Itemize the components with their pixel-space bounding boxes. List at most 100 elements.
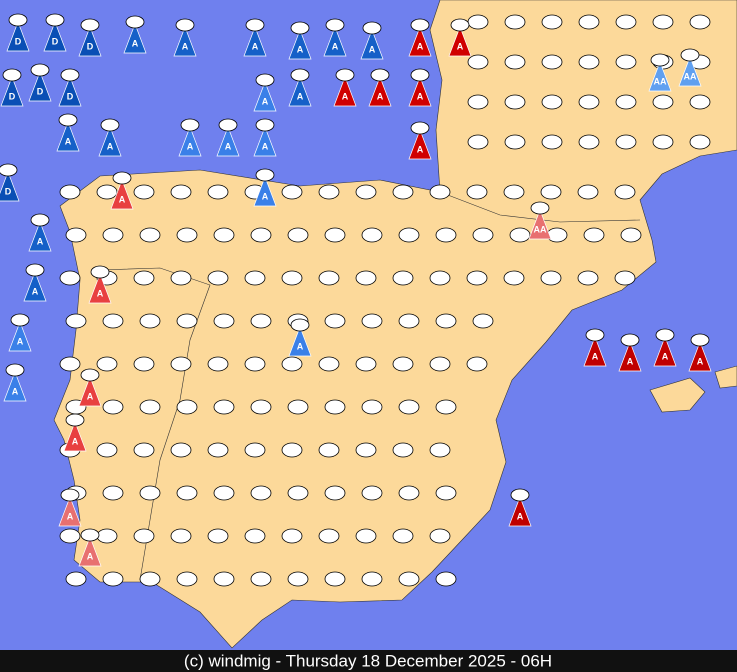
station	[281, 270, 303, 286]
station	[466, 356, 488, 372]
wind-arrow	[58, 496, 82, 527]
station	[281, 184, 303, 200]
wind-label: A	[12, 386, 19, 396]
wind-label: A	[592, 351, 599, 361]
station	[244, 356, 266, 372]
station	[139, 571, 161, 587]
station	[207, 356, 229, 372]
border	[439, 191, 641, 223]
station	[680, 48, 700, 62]
station	[65, 313, 87, 329]
wind-arrow	[360, 29, 384, 60]
station	[250, 485, 272, 501]
wind-arrow	[288, 76, 312, 107]
station	[615, 54, 637, 70]
station	[213, 227, 235, 243]
station	[170, 270, 192, 286]
station	[398, 399, 420, 415]
wind-arrow	[28, 221, 52, 252]
station	[281, 442, 303, 458]
wind-arrow	[323, 26, 347, 57]
station	[80, 368, 100, 382]
station	[125, 15, 145, 29]
station	[615, 94, 637, 110]
wind-label: A	[457, 41, 464, 51]
wind-label: AA	[684, 71, 697, 81]
wind-arrow	[448, 26, 472, 57]
wind-label: A	[662, 351, 669, 361]
wind-label: A	[37, 236, 44, 246]
wind-label: A	[87, 551, 94, 561]
station	[133, 528, 155, 544]
station	[615, 134, 637, 150]
station	[102, 571, 124, 587]
wind-arrow	[653, 336, 677, 367]
station	[318, 356, 340, 372]
wind-label: A	[297, 341, 304, 351]
station	[10, 313, 30, 327]
station	[355, 528, 377, 544]
station	[398, 485, 420, 501]
station	[287, 399, 309, 415]
station	[244, 270, 266, 286]
wind-arrow	[123, 23, 147, 54]
station	[541, 134, 563, 150]
station	[250, 571, 272, 587]
station	[467, 54, 489, 70]
station	[60, 488, 80, 502]
station	[361, 227, 383, 243]
station	[361, 313, 383, 329]
station	[287, 227, 309, 243]
station	[176, 399, 198, 415]
wind-arrow	[253, 176, 277, 207]
station	[429, 528, 451, 544]
station	[102, 313, 124, 329]
wind-label: A	[417, 144, 424, 154]
wind-label: A	[369, 44, 376, 54]
station	[176, 227, 198, 243]
station	[207, 270, 229, 286]
station	[65, 227, 87, 243]
station	[175, 18, 195, 32]
station	[466, 184, 488, 200]
wind-arrow	[8, 321, 32, 352]
station	[510, 488, 530, 502]
station	[176, 571, 198, 587]
station	[255, 118, 275, 132]
station	[8, 13, 28, 27]
wind-label: A	[182, 41, 189, 51]
station	[355, 442, 377, 458]
wind-arrow	[253, 126, 277, 157]
wind-arrow	[648, 61, 672, 92]
wind-label: D	[15, 36, 22, 46]
wind-label: A	[32, 286, 39, 296]
wind-label: A	[417, 41, 424, 51]
station	[392, 270, 414, 286]
wind-label: A	[97, 288, 104, 298]
station	[244, 442, 266, 458]
station	[509, 227, 531, 243]
station	[690, 333, 710, 347]
station	[435, 399, 457, 415]
station	[689, 94, 711, 110]
station	[429, 442, 451, 458]
wind-arrow	[408, 76, 432, 107]
station	[652, 94, 674, 110]
station	[325, 18, 345, 32]
station	[614, 270, 636, 286]
wind-arrow	[253, 81, 277, 112]
wind-label: A	[262, 96, 269, 106]
station	[176, 485, 198, 501]
station	[541, 14, 563, 30]
station	[472, 227, 494, 243]
wind-label: A	[377, 91, 384, 101]
station	[429, 184, 451, 200]
wind-arrow	[508, 496, 532, 527]
station	[577, 184, 599, 200]
station	[170, 442, 192, 458]
station	[207, 528, 229, 544]
station	[290, 21, 310, 35]
station	[290, 68, 310, 82]
wind-label: A	[17, 336, 24, 346]
